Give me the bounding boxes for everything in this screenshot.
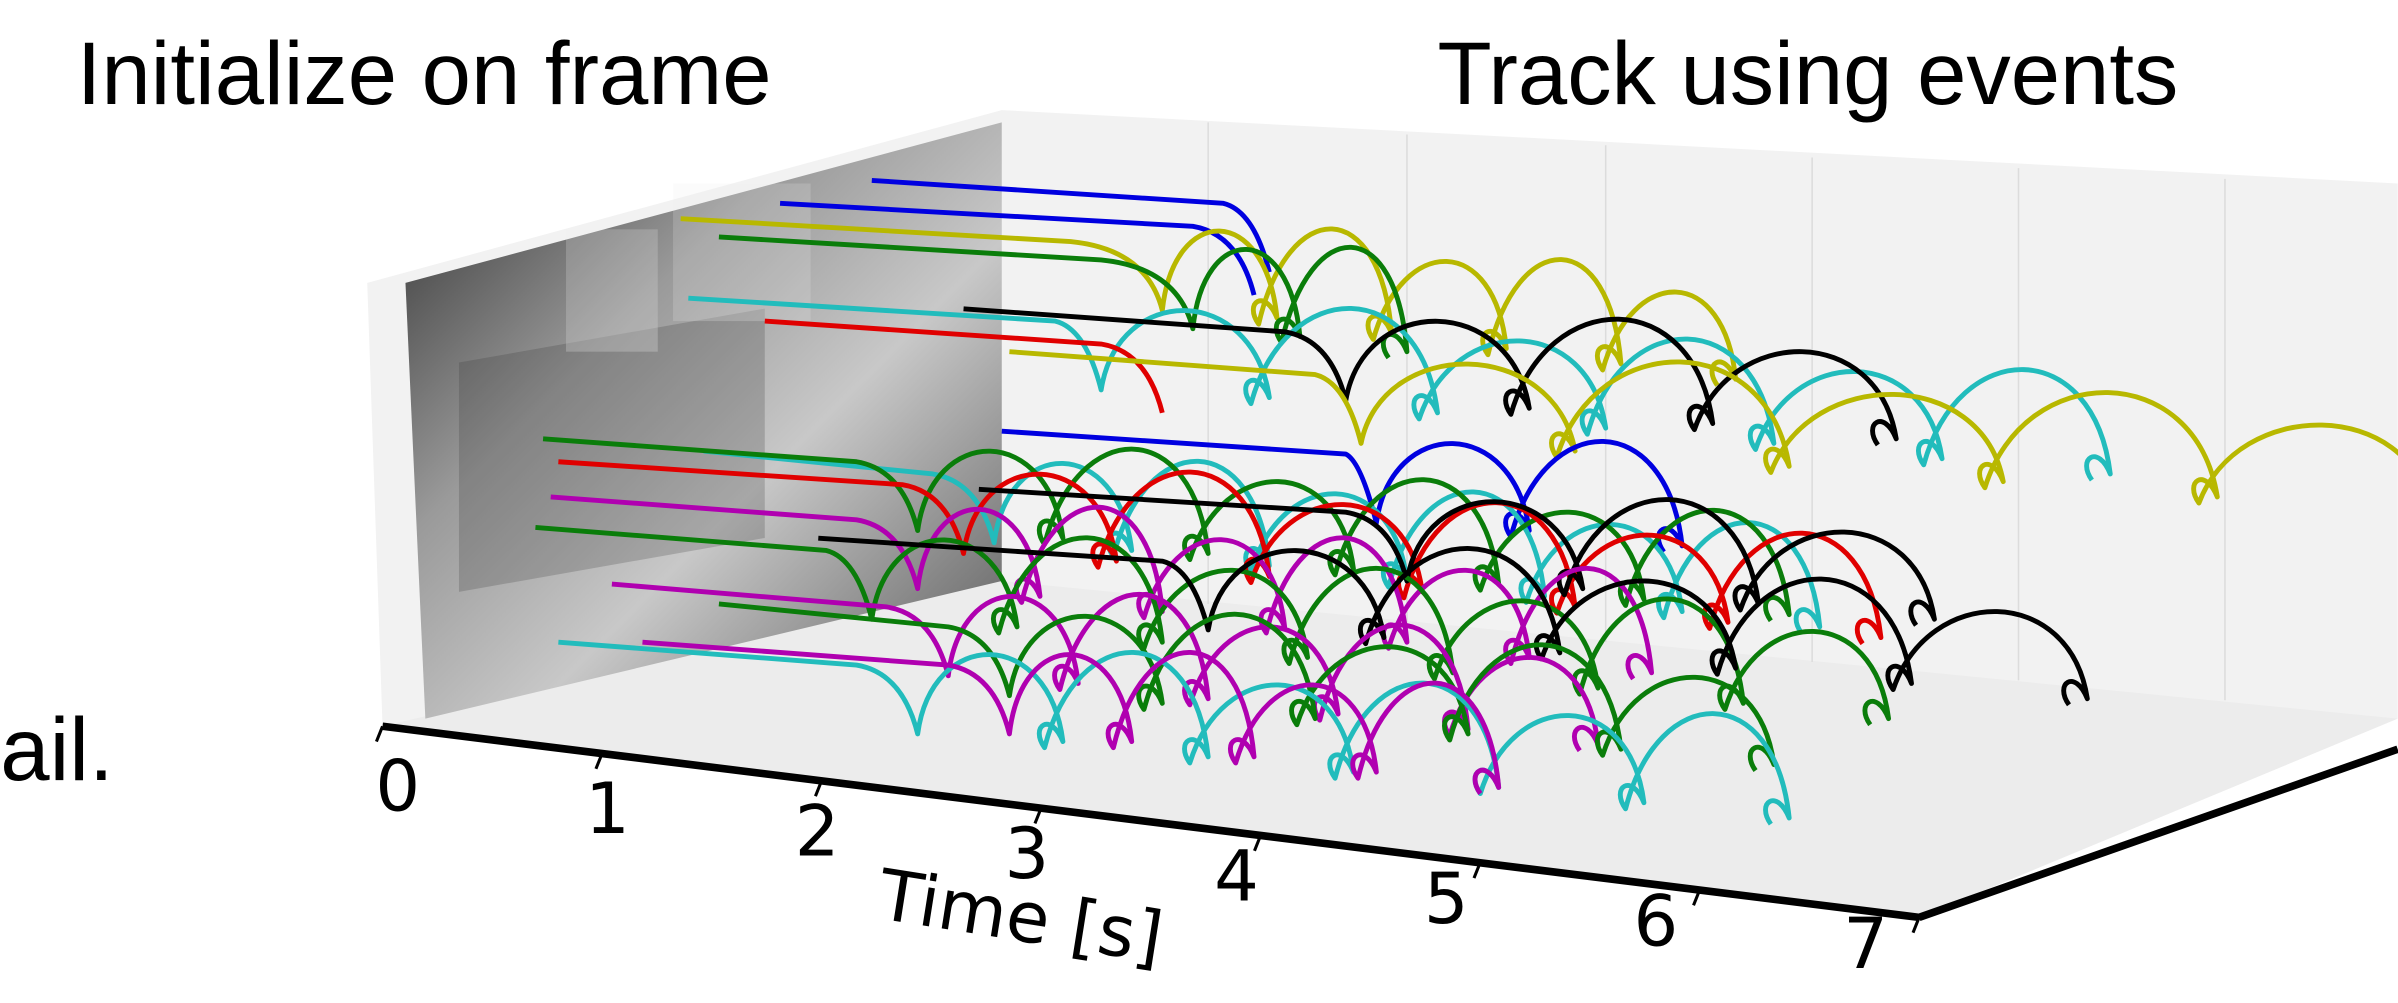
x-tick-label: 3	[1005, 813, 1050, 895]
x-tick	[376, 726, 382, 741]
figure: Initialize on frame Track using events a…	[0, 0, 2398, 1003]
page: Initialize on frame Track using events a…	[0, 0, 2398, 1003]
x-tick-label: 2	[795, 790, 840, 872]
x-tick-label: 0	[375, 745, 420, 827]
x-tick-label: 6	[1634, 880, 1679, 962]
x-tick-label: 7	[1843, 903, 1888, 985]
x-tick-label: 4	[1214, 835, 1259, 917]
annotation: Initialize on frame	[77, 24, 772, 123]
x-tick-label: 5	[1424, 858, 1469, 940]
annotation: ail.	[0, 700, 113, 799]
annotation: Track using events	[1438, 24, 2179, 123]
x-tick-label: 1	[585, 768, 630, 850]
